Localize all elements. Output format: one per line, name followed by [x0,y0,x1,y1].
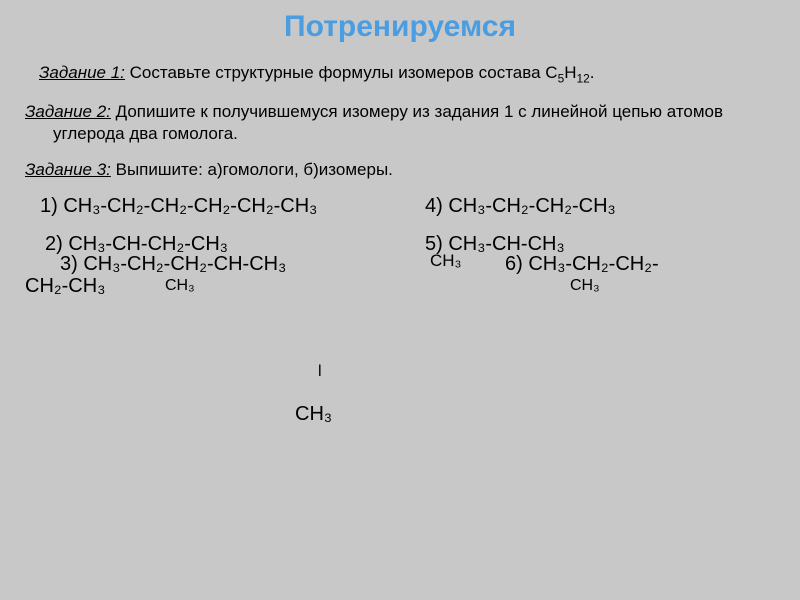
slide-title: Потренируемся [25,10,775,44]
task-2-label: Задание 2: [25,102,111,121]
ch3-sub-1: СН₃ [165,277,195,295]
vertical-bar-icon: ǀ [315,363,325,381]
formula-1: 1) СН₃-СН₂-СН₂-СН₂-СН₂-СН₃ [40,195,317,218]
formula-5-prefix: СН₃ [430,251,461,271]
slide-container: Потренируемся Задание 1: Составьте струк… [0,0,800,600]
task-1-text: Составьте структурные формулы изомеров с… [125,63,558,82]
task-1-sub2: 12 [576,71,589,85]
task-3: Задание 3: Выпишите: а)гомологи, б)изоме… [25,159,775,181]
formula-3b: СН₂-СН₃ [25,275,105,298]
ch3-sub-2: СН₃ [570,277,600,295]
task-1-label: Задание 1: [39,63,125,82]
task-1: Задание 1: Составьте структурные формулы… [25,62,775,87]
task-3-label: Задание 3: [25,160,111,179]
formula-3: 3) СН₃-СН₂-СН₂-СН-СН₃ [60,253,286,276]
task-2-text: Допишите к получившемуся изомеру из зада… [53,102,723,143]
formula-4: 4) СН₃-СН₂-СН₂-СН₃ [425,195,616,218]
task-1-mid: Н [564,63,576,82]
task-2: Задание 2: Допишите к получившемуся изом… [25,101,775,145]
formula-6: 6) СН₃-СН₂-СН₂- [505,253,659,276]
task-3-text: Выпишите: а)гомологи, б)изомеры. [111,160,393,179]
ch3-bottom: СН₃ [295,403,332,426]
task-1-end: . [590,63,595,82]
